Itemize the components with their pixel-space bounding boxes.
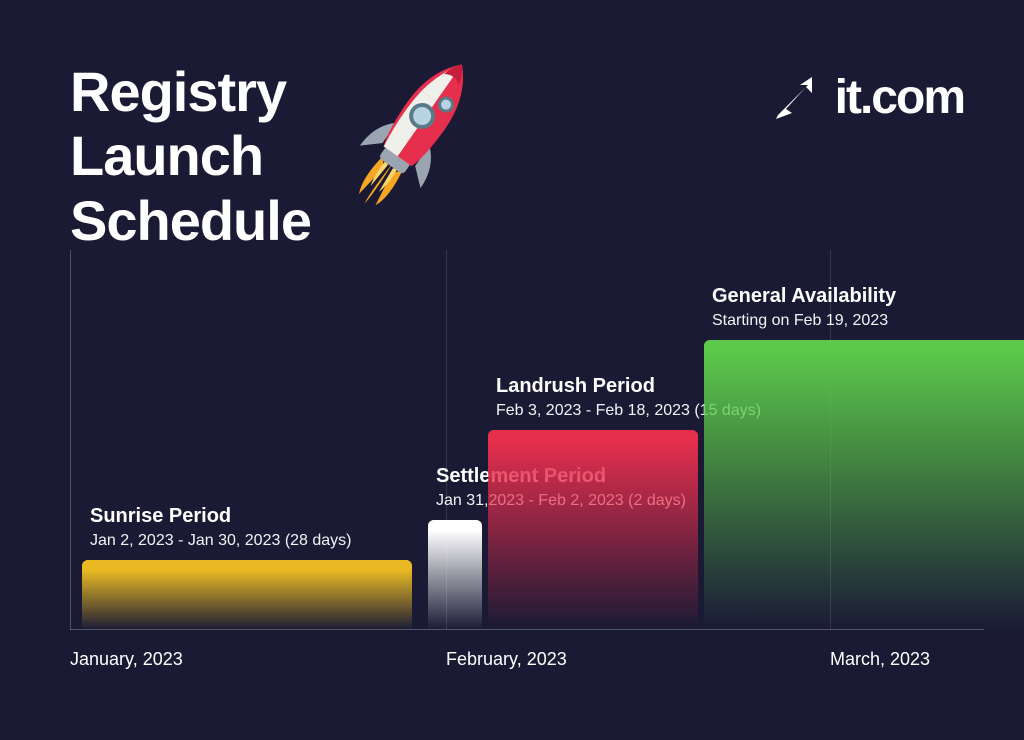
bar-fill [488,430,698,630]
y-axis [70,250,71,630]
header: Registry Launch Schedule [70,60,491,253]
logo-text: it.com [835,70,964,125]
bar-subtitle: Jan 2, 2023 - Jan 30, 2023 (28 days) [90,532,352,550]
bar-title: General Availability [712,285,896,308]
bar-fill [704,340,1024,630]
bar-cap [488,430,698,442]
rocket-icon [341,40,491,220]
x-axis-label: January, 2023 [70,649,183,670]
bar-subtitle: Starting on Feb 19, 2023 [712,312,896,330]
page-title: Registry Launch Schedule [70,60,311,253]
x-axis-label: March, 2023 [830,649,930,670]
arrow-icon [770,73,820,123]
bar-fill [428,520,482,630]
timeline-chart: Sunrise Period Jan 2, 2023 - Jan 30, 2023… [70,250,1024,670]
bar-title: Sunrise Period [90,505,352,528]
brand-logo: it.com [770,70,964,125]
bar-general: General AvailabilityStarting on Feb 19, … [704,340,1024,630]
bar-cap [82,560,412,572]
bar-cap [704,340,1024,352]
x-axis-label: February, 2023 [446,649,567,670]
bar-sunrise: Sunrise PeriodJan 2, 2023 - Jan 30, 2023… [82,560,412,630]
bar-label: Sunrise Period Jan 2, 2023 - Jan 30, 2023… [90,505,352,550]
bar-cap [428,520,482,532]
bar-landrush: Landrush PeriodFeb 3, 2023 - Feb 18, 202… [488,430,698,630]
bar-label: General Availability Starting on Feb 19, … [712,285,896,330]
bar-settlement: Settlement PeriodJan 31,2023 - Feb 2, 20… [428,520,482,630]
